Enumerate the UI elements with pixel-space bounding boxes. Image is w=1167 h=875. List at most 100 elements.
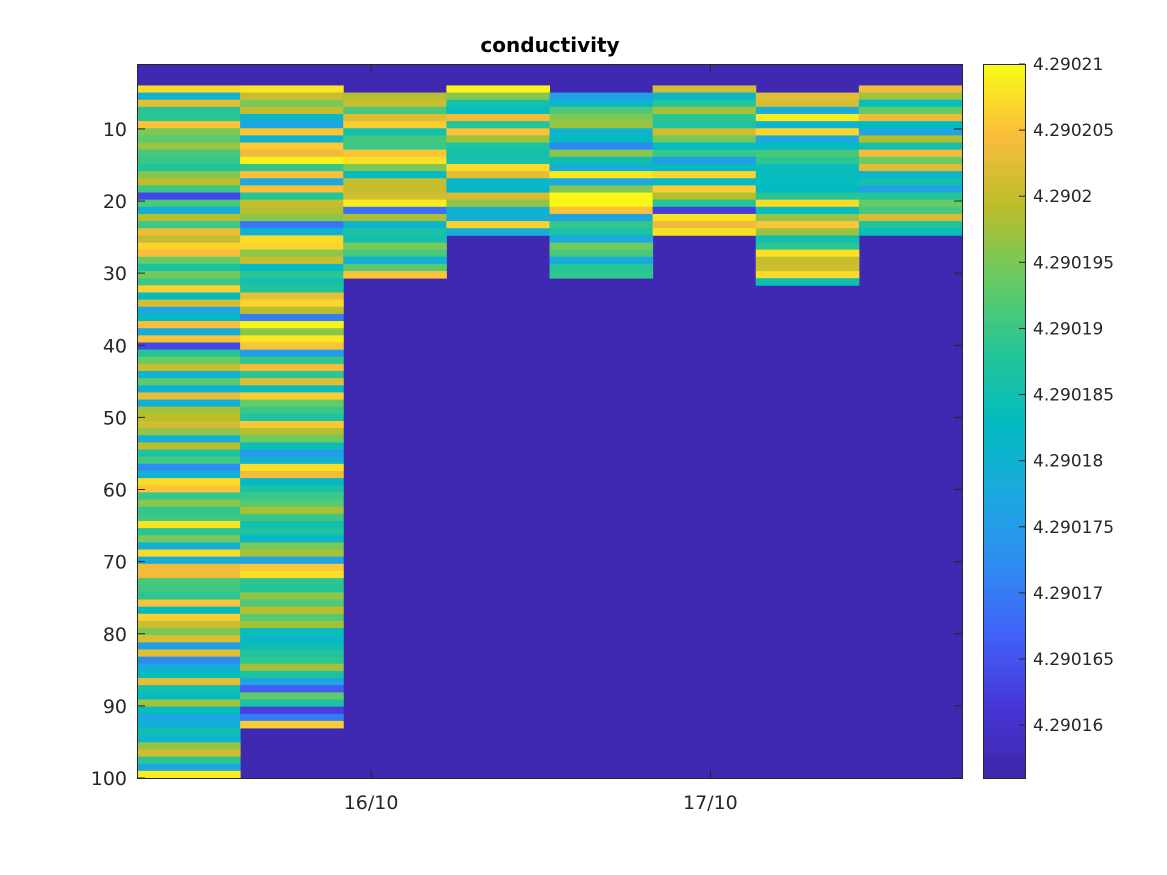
- heatmap-cell: [549, 113, 654, 122]
- colorbar-segment: [983, 510, 1025, 517]
- heatmap-cell: [549, 156, 654, 165]
- heatmap-cell: [137, 528, 241, 536]
- heatmap-cell: [343, 149, 447, 158]
- heatmap-cell: [240, 428, 344, 436]
- heatmap-cell: [137, 99, 241, 108]
- heatmap-cell: [755, 185, 860, 193]
- heatmap-cell: [446, 113, 550, 122]
- heatmap-cell: [137, 299, 241, 308]
- heatmap-cell: [137, 663, 241, 672]
- heatmap-cell: [755, 142, 860, 151]
- heatmap-cell: [240, 578, 344, 586]
- heatmap-cell: [652, 206, 757, 215]
- colorbar-segment: [983, 571, 1025, 578]
- heatmap-cell: [343, 263, 447, 272]
- heatmap-cell: [652, 185, 757, 193]
- heatmap-cell: [446, 92, 550, 101]
- heatmap-cell: [652, 178, 757, 186]
- colorbar-tick-label: 4.29017: [1033, 584, 1103, 604]
- heatmap-cell: [858, 121, 963, 129]
- heatmap-cell: [755, 199, 860, 208]
- colorbar-segment: [983, 487, 1025, 495]
- heatmap-cell: [240, 520, 344, 529]
- heatmap-cell: [858, 178, 963, 186]
- heatmap-cell: [137, 242, 241, 251]
- heatmap-cell: [240, 363, 344, 372]
- colorbar-segment: [983, 354, 1025, 361]
- heatmap-cell: [858, 85, 963, 93]
- colorbar-segment: [983, 426, 1025, 433]
- heatmap-cell: [343, 163, 447, 172]
- heatmap-cell: [137, 328, 241, 336]
- heatmap-cell: [240, 85, 344, 93]
- heatmap-cell: [137, 413, 241, 422]
- colorbar-segment: [983, 560, 1025, 567]
- heatmap-cell: [240, 478, 344, 486]
- heatmap-cell: [343, 206, 447, 215]
- heatmap-cell: [240, 285, 344, 293]
- heatmap-cell: [343, 171, 447, 179]
- heatmap-cell: [240, 635, 344, 643]
- heatmap-cell: [240, 135, 344, 143]
- heatmap-cell: [343, 156, 447, 165]
- colorbar-segment: [983, 119, 1025, 126]
- heatmap-cell: [652, 121, 757, 129]
- heatmap-cell: [137, 492, 241, 500]
- heatmap-cell: [240, 399, 344, 408]
- colorbar-segment: [983, 437, 1025, 444]
- heatmap-cell: [240, 606, 344, 615]
- heatmap-cell: [240, 685, 344, 693]
- colorbar-segment: [983, 192, 1025, 199]
- colorbar-tick-label: 4.29018: [1033, 452, 1103, 472]
- heatmap-cell: [549, 142, 654, 151]
- heatmap-cell: [549, 235, 654, 243]
- heatmap-cell: [240, 199, 344, 208]
- heatmap-cell: [240, 156, 344, 165]
- colorbar-segment: [983, 499, 1025, 506]
- heatmap-cell: [549, 92, 654, 101]
- colorbar-segment: [983, 147, 1025, 154]
- heatmap-cell: [343, 271, 447, 279]
- heatmap-cell: [755, 121, 860, 129]
- colorbar-segment: [983, 610, 1025, 617]
- heatmap-cell: [755, 135, 860, 143]
- heatmap-cell: [549, 192, 654, 201]
- heatmap-cell: [549, 271, 654, 279]
- colorbar-segment: [983, 86, 1025, 93]
- colorbar-segment: [983, 738, 1025, 746]
- heatmap-cell: [137, 392, 241, 400]
- heatmap-cell: [240, 470, 344, 479]
- heatmap-cell: [549, 121, 654, 129]
- colorbar-tick-label: 4.29019: [1033, 319, 1103, 339]
- colorbar-segment: [983, 677, 1025, 684]
- heatmap-cell: [446, 178, 550, 186]
- heatmap-cell: [446, 213, 550, 222]
- heatmap-cell: [240, 221, 344, 229]
- heatmap-cell: [137, 728, 241, 736]
- heatmap-cell: [549, 185, 654, 193]
- heatmap-cell: [137, 578, 241, 586]
- heatmap-cell: [858, 113, 963, 122]
- heatmap-cell: [240, 549, 344, 558]
- heatmap-cell: [137, 613, 241, 622]
- colorbar-segment: [983, 136, 1025, 143]
- heatmap-cell: [137, 163, 241, 172]
- colorbar-segment: [983, 225, 1025, 232]
- heatmap-cell: [858, 142, 963, 151]
- colorbar-segment: [983, 750, 1025, 757]
- colorbar-segment: [983, 471, 1025, 478]
- heatmap-cell: [755, 163, 860, 172]
- colorbar-segment: [983, 259, 1025, 266]
- colorbar-segment: [983, 415, 1025, 422]
- heatmap-cell: [858, 156, 963, 165]
- heatmap-cell: [755, 156, 860, 165]
- heatmap-cell: [240, 371, 344, 379]
- colorbar-frame: [983, 64, 1026, 779]
- heatmap-cell: [858, 206, 963, 215]
- colorbar-segment: [983, 348, 1025, 355]
- heatmap-cell: [240, 628, 344, 636]
- heatmap-cell: [240, 206, 344, 215]
- colorbar-segment: [983, 80, 1025, 87]
- heatmap-cell: [446, 221, 550, 229]
- heatmap-cell: [137, 656, 241, 665]
